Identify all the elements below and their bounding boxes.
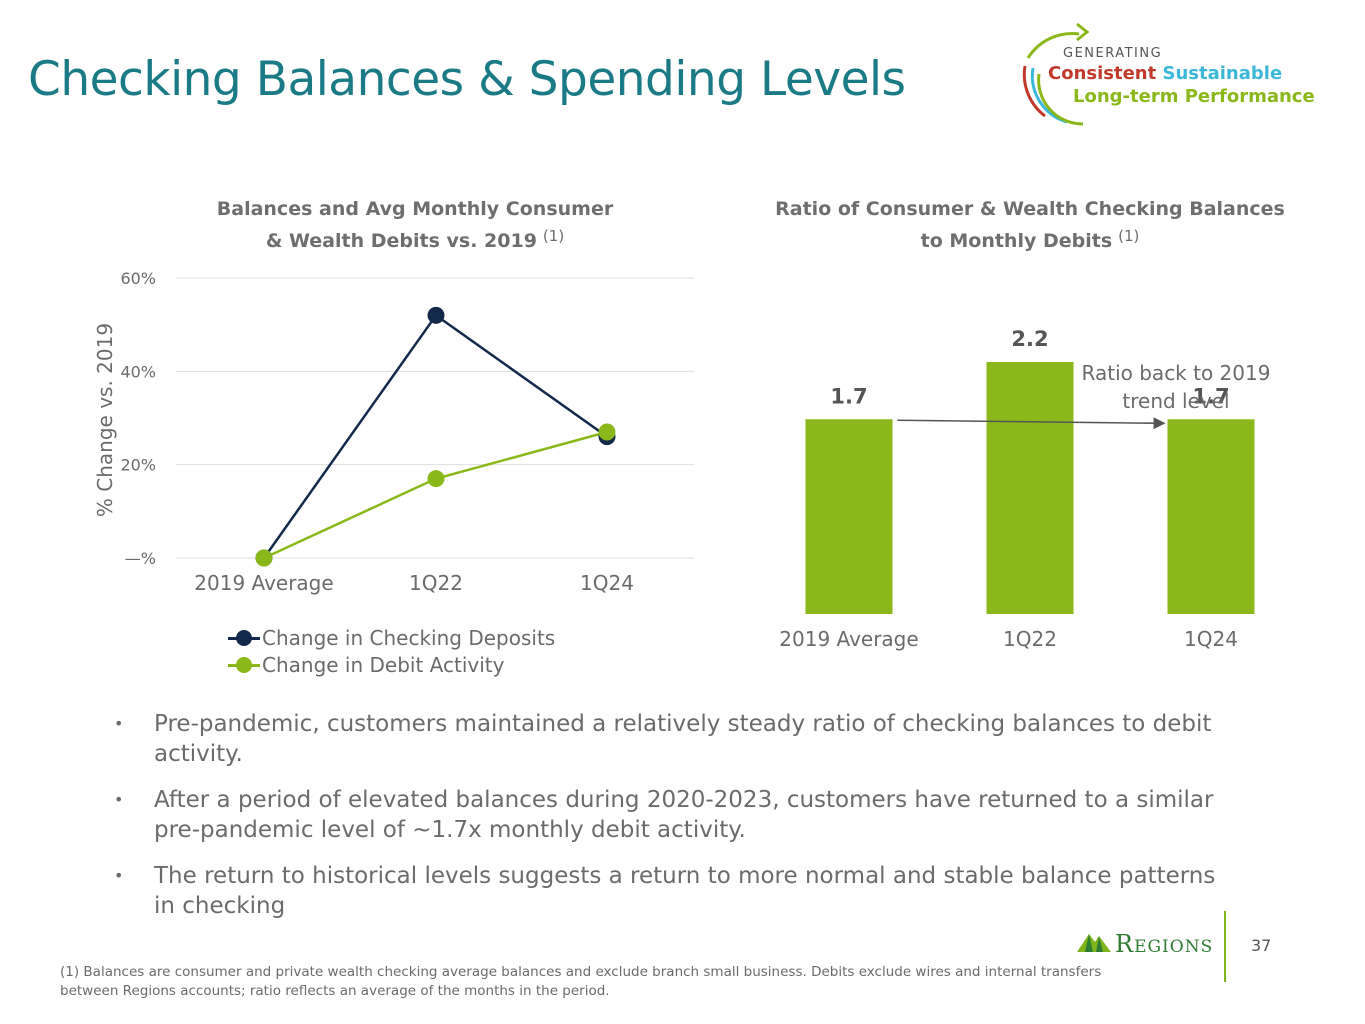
y-tick-label: 20% (120, 456, 156, 475)
x-tick-label: 2019 Average (194, 571, 333, 595)
bullet-list: • Pre-pandemic, customers maintained a re… (110, 709, 1230, 937)
footer-divider (1224, 911, 1226, 982)
x-tick-label: 1Q22 (1003, 627, 1057, 651)
legend-label-debit: Change in Debit Activity (262, 652, 505, 677)
bar-chart-title-line2-wrap: to Monthly Debits (1) (760, 223, 1300, 255)
data-point-debit (598, 423, 616, 441)
bar-chart-title: Ratio of Consumer & Wealth Checking Bala… (760, 196, 1300, 255)
page-title: Checking Balances & Spending Levels (28, 52, 906, 107)
y-tick-label: 40% (120, 362, 156, 381)
y-axis-label: % Change vs. 2019 (93, 323, 117, 517)
line-chart-title-line1: Balances and Avg Monthly Consumer (216, 198, 614, 220)
bar-chart-title-line2: to Monthly Debits (920, 230, 1113, 252)
legend-item-debit: Change in Debit Activity (228, 651, 555, 678)
x-tick-label: 2019 Average (779, 627, 918, 651)
bar (805, 419, 893, 614)
bar-chart-title-line1: Ratio of Consumer & Wealth Checking Bala… (775, 198, 1285, 220)
line-chart-footnote-ref: (1) (542, 227, 565, 245)
logo-consistent-text: Consistent (1048, 63, 1157, 84)
x-tick-label: 1Q24 (1184, 627, 1238, 651)
bullet-text: After a period of elevated balances duri… (154, 787, 1214, 843)
bullet-dot: • (114, 714, 124, 733)
x-tick-label: 1Q22 (409, 571, 463, 595)
bullet-dot: • (114, 790, 124, 809)
footnote: (1) Balances are consumer and private we… (60, 964, 1102, 999)
legend-swatch-debit (228, 655, 260, 675)
y-tick-label: 60% (120, 269, 156, 288)
x-tick-label: 1Q24 (580, 571, 634, 595)
bullet-text: Pre-pandemic, customers maintained a rel… (154, 711, 1212, 767)
line-chart-title-line2-wrap: & Wealth Debits vs. 2019 (1) (175, 223, 655, 255)
page-number: 37 (1251, 936, 1272, 955)
logo-longterm-text: Long-term Performance (1073, 86, 1315, 107)
bullet-item: • Pre-pandemic, customers maintained a re… (110, 709, 1230, 769)
logo-tagline-line1: Consistent Sustainable (1048, 63, 1282, 84)
bar-value-label: 1.7 (1192, 384, 1229, 408)
data-point-debit (255, 549, 273, 567)
regions-brand-name: Regions (1115, 930, 1214, 958)
bar-chart: 1.7 2019 Average 2.2 1Q22 1.7 1Q24 (779, 327, 1255, 651)
ratio-annotation: Ratio back to 2019 trend level (1081, 361, 1271, 413)
generating-performance-logo (1022, 22, 1090, 126)
regions-pyramid-icon (1077, 934, 1111, 952)
bar-chart-footnote-ref: (1) (1118, 227, 1140, 245)
line-chart: —% 20% 40% 60% % Change vs. 2019 2019 Average… (93, 269, 694, 595)
line-chart-title: Balances and Avg Monthly Consumer & Weal… (175, 196, 655, 255)
line-chart-legend: Change in Checking Deposits Change in De… (228, 624, 555, 678)
logo-generating-text: GENERATING (1063, 46, 1163, 61)
bullet-item: • The return to historical levels suggest… (110, 861, 1230, 921)
bullet-item: • After a period of elevated balances dur… (110, 785, 1230, 845)
bar-value-label: 1.7 (830, 384, 867, 408)
logo-sustainable-text: Sustainable (1162, 63, 1283, 84)
bullet-dot: • (114, 866, 124, 885)
legend-swatch-deposits (228, 628, 260, 648)
bullet-text: The return to historical levels suggests… (154, 863, 1216, 919)
legend-item-deposits: Change in Checking Deposits (228, 624, 555, 651)
data-point-deposits (427, 306, 445, 324)
line-chart-title-line2: & Wealth Debits vs. 2019 (265, 230, 537, 252)
bar (1167, 419, 1255, 614)
trend-arrow-head (1153, 417, 1166, 430)
legend-label-deposits: Change in Checking Deposits (262, 625, 556, 650)
bar (986, 362, 1074, 614)
bar-value-label: 2.2 (1011, 327, 1048, 351)
trend-arrow-line (897, 419, 1162, 425)
data-point-debit (427, 470, 445, 488)
y-tick-label: —% (125, 549, 156, 568)
